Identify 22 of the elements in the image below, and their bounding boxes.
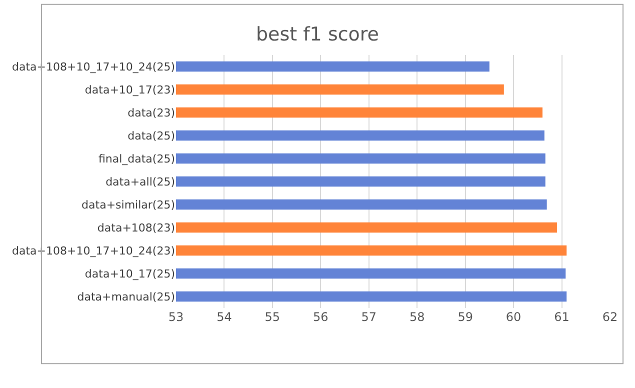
y-tick-label: data+10_17(25) xyxy=(84,267,175,280)
chart-title: best f1 score xyxy=(256,23,380,46)
y-tick-label: data(25) xyxy=(128,129,175,142)
x-tick-label: 55 xyxy=(264,310,280,324)
x-tick-label: 59 xyxy=(458,310,473,324)
y-tick-label: data(23) xyxy=(128,106,175,120)
x-tick-label: 57 xyxy=(361,310,377,324)
x-tick-label: 60 xyxy=(506,310,522,324)
x-tick-label: 53 xyxy=(168,310,184,324)
y-tick-label: data+108+10_17+10_24(23) xyxy=(12,244,175,258)
x-tick-label: 58 xyxy=(409,310,425,324)
y-tick-label: data+similar(25) xyxy=(82,198,175,212)
x-tick-label: 56 xyxy=(313,310,328,324)
y-tick-label: data+all(25) xyxy=(106,175,175,188)
y-tick-label: data+10_17(23) xyxy=(84,83,175,96)
y-tick-label: final_data(25) xyxy=(98,152,175,166)
x-tick-label: 62 xyxy=(602,310,618,324)
x-tick-label: 61 xyxy=(554,310,570,324)
y-tick-label: data+108+10_17+10_24(25) xyxy=(12,60,175,74)
y-tick-label: data+manual(25) xyxy=(77,290,175,304)
y-tick-label: data+108(23) xyxy=(97,221,175,234)
x-tick-label: 54 xyxy=(216,310,232,324)
